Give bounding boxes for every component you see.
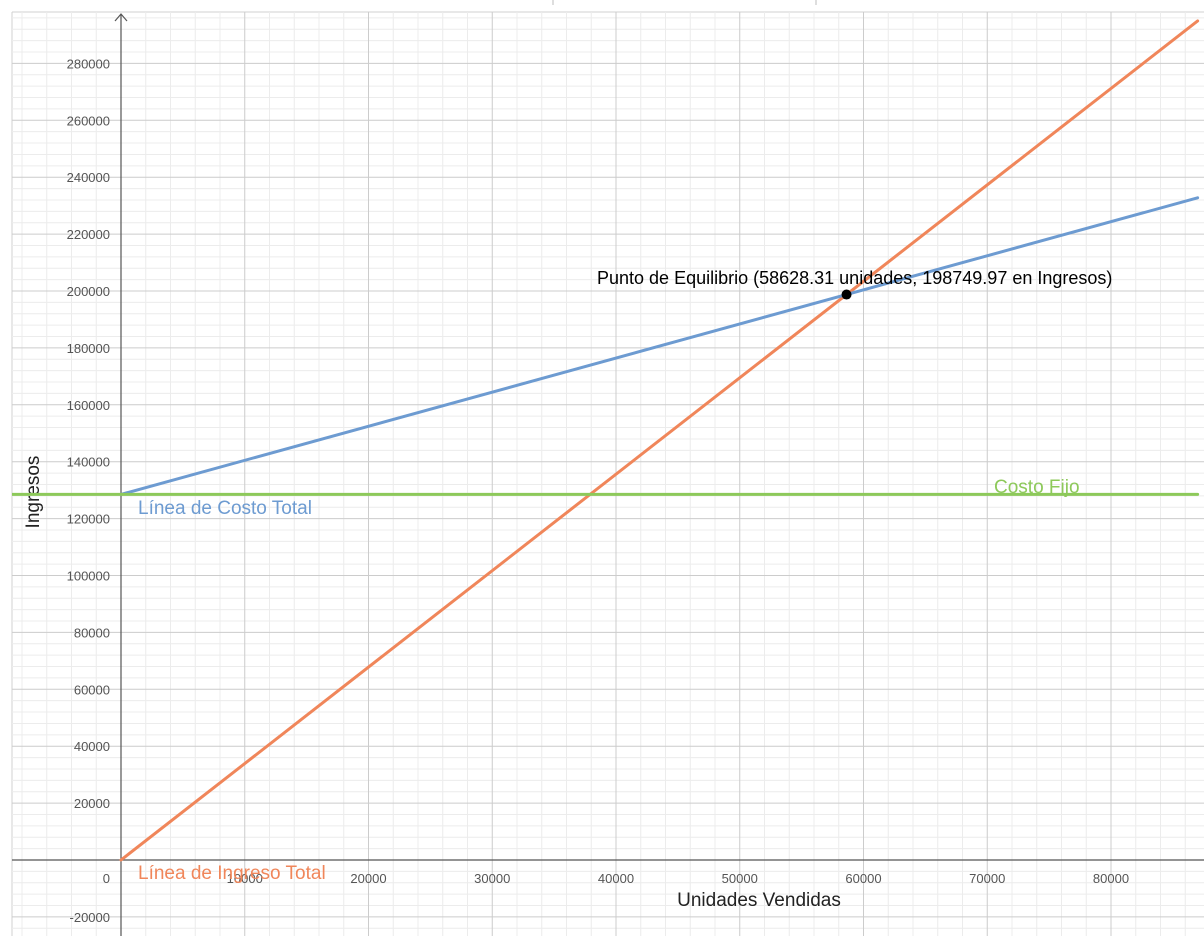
y-tick-label: 180000 [67,341,110,356]
series-line [119,19,1200,862]
x-tick-label: 70000 [969,871,1005,886]
x-tick-label: 20000 [350,871,386,886]
y-axis-label: Ingresos [23,456,44,529]
y-tick-label: 220000 [67,227,110,242]
y-tick-label: -20000 [70,910,110,925]
y-tick-label: 200000 [67,284,110,299]
y-tick-label: 20000 [74,796,110,811]
y-tick-label: 100000 [67,569,110,584]
x-tick-label: 50000 [722,871,758,886]
y-tick-label: 160000 [67,398,110,413]
y-tick-label: 240000 [67,170,110,185]
y-tick-label: 260000 [67,113,110,128]
origin-label: 0 [103,871,110,886]
y-tick-label: 80000 [74,625,110,640]
x-tick-label: 40000 [598,871,634,886]
series-label: Línea de Ingreso Total [138,863,326,884]
y-tick-label: 60000 [74,682,110,697]
series-line [119,196,1200,496]
x-tick-label: 60000 [845,871,881,886]
break-even-point [841,289,852,300]
x-tick-label: 80000 [1093,871,1129,886]
y-axis-arrow [114,13,128,22]
series-label: Línea de Costo Total [138,498,312,519]
x-axis-label: Unidades Vendidas [677,890,841,911]
x-tick-label: 30000 [474,871,510,886]
y-tick-label: 40000 [74,739,110,754]
y-tick-label: 120000 [67,512,110,527]
y-tick-label: 280000 [67,56,110,71]
y-tick-label: 140000 [67,455,110,470]
series-label: Costo Fijo [994,477,1080,498]
break-even-label: Punto de Equilibrio (58628.31 unidades, … [597,268,1112,288]
x-tick-label: 10000 [227,871,263,886]
